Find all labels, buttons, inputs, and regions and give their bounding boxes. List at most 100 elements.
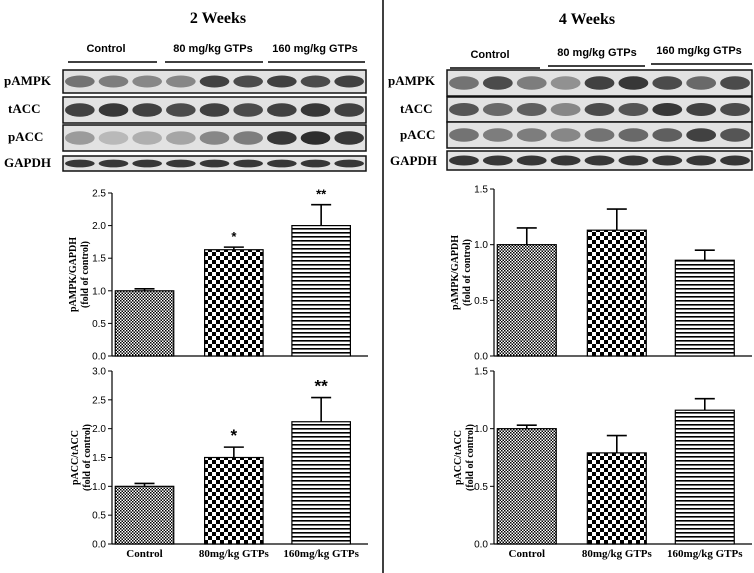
left-blot-pacc-band <box>98 131 129 145</box>
y-tick-label: 0.5 <box>92 319 106 330</box>
right-blot-tacc-band <box>618 103 649 116</box>
bar-chart-3: 0.0 0.5 1.0 1.5 pAMPK/GAPDH (fold of control) <box>450 185 752 363</box>
y-tick-label: 0.0 <box>474 352 488 363</box>
left-blot-pampk-band <box>233 75 263 88</box>
y-tick-label: 1.0 <box>474 240 488 251</box>
y-tick-label: 1.0 <box>92 286 106 297</box>
x-category-label: 80mg/kg GTPs <box>582 548 653 560</box>
left-blot-tacc-band <box>132 103 162 117</box>
right-blot-pacc-band <box>550 128 581 142</box>
bar-chart-2: 0.0 0.5 1.0 1.5 2.0 2.5 3.0 pACC/tACC (fold of c… <box>70 367 368 560</box>
y-axis-label: pAMPK/GAPDH <box>68 237 79 312</box>
y-axis-label: pAMPK/GAPDH <box>450 235 461 310</box>
right-group-160: 160 mg/kg GTPs <box>656 45 742 57</box>
right-blot-pacc-band <box>720 128 750 142</box>
right-blot-pampk-band <box>449 76 479 90</box>
y-tick-label: 0.5 <box>474 296 488 307</box>
bar-3 <box>291 225 351 357</box>
y-tick-label: 1.5 <box>92 453 106 464</box>
right-blot-pampk-band <box>652 76 683 90</box>
y-tick-label: 3.0 <box>92 367 106 378</box>
right-blot-tacc <box>446 96 753 123</box>
right-blot-gapdh-band <box>652 155 683 166</box>
x-category-label: Control <box>126 548 162 560</box>
y-axis-label: (fold of control) <box>82 424 93 491</box>
right-blot-label-gapdh: GAPDH <box>390 153 437 168</box>
right-blot-label-tacc: tACC <box>400 101 433 116</box>
y-axis-label: (fold of control) <box>80 241 91 308</box>
right-blot-tacc-band <box>550 103 581 116</box>
bar-chart-4: 0.0 0.5 1.0 1.5 pACC/tACC (fold of control) Co… <box>453 367 752 560</box>
bar-1 <box>496 244 557 357</box>
right-blot-pampk-band <box>482 76 513 90</box>
left-group-160: 160 mg/kg GTPs <box>272 43 358 55</box>
y-tick-label: 0.5 <box>92 511 106 522</box>
left-blot-pampk-band <box>98 75 129 88</box>
right-blot-pacc-band <box>584 128 615 142</box>
right-blot-pampk-band <box>618 76 649 90</box>
left-blot-pacc-band <box>267 131 297 145</box>
y-tick-label: 2.0 <box>92 221 106 232</box>
right-blot-gapdh-band <box>550 155 581 166</box>
right-blot-pacc-band <box>686 128 717 142</box>
left-group-control: Control <box>86 43 125 55</box>
right-blot-pacc-band <box>449 128 479 142</box>
bar-3 <box>674 409 735 545</box>
significance-mark: ** <box>316 187 327 202</box>
y-tick-label: 2.5 <box>92 395 106 406</box>
right-blot-gapdh <box>446 150 753 171</box>
left-blot-gapdh-band <box>334 159 364 168</box>
right-blot-pacc-band <box>652 128 683 142</box>
right-blot-label-pacc: pACC <box>400 127 435 142</box>
left-blot-tacc-band <box>166 103 196 117</box>
right-group-control: Control <box>470 49 509 61</box>
significance-mark: ** <box>315 377 329 396</box>
y-tick-label: 2.5 <box>92 189 106 200</box>
y-tick-label: 0.0 <box>92 352 106 363</box>
right-blot-tacc-band <box>584 103 615 116</box>
bar-chart-1: 0.0 0.5 1.0 1.5 2.0 2.5 pAMPK/GAPDH (fold of co… <box>68 187 368 363</box>
y-axis-label: pACC/tACC <box>453 430 464 485</box>
left-blot-gapdh-band <box>98 159 129 168</box>
left-blot-pacc-band <box>233 131 263 145</box>
left-blot-tacc-band <box>300 103 331 117</box>
left-blot-tacc-band <box>334 103 364 117</box>
x-category-label: 160mg/kg GTPs <box>283 548 359 560</box>
y-tick-label: 1.0 <box>474 424 488 435</box>
left-blot-pampk-band <box>267 75 297 88</box>
panel-title-4-weeks: 4 Weeks <box>559 11 615 28</box>
right-blot-gapdh-band <box>482 155 513 166</box>
left-blot-tacc-band <box>65 103 95 117</box>
right-blot-pampk-band <box>686 76 717 90</box>
right-blot-tacc-band <box>720 103 750 116</box>
left-blot-gapdh-band <box>199 159 230 168</box>
bar-1 <box>496 428 557 545</box>
right-group-80: 80 mg/kg GTPs <box>557 47 636 59</box>
left-blot-pacc <box>62 124 367 152</box>
right-blot-tacc-band <box>652 103 683 116</box>
bar-2 <box>586 229 647 357</box>
bar-2 <box>204 249 264 357</box>
left-blot-tacc-band <box>199 103 230 117</box>
bar-1 <box>114 290 175 357</box>
y-tick-label: 1.5 <box>474 367 488 378</box>
left-blot-gapdh-band <box>166 159 196 168</box>
right-blot-pacc-band <box>482 128 513 142</box>
right-blot-tacc-band <box>449 103 479 116</box>
x-category-label: 160mg/kg GTPs <box>667 548 743 560</box>
y-axis-label: pACC/tACC <box>70 430 81 485</box>
right-blot-gapdh-band <box>449 155 479 166</box>
left-group-80: 80 mg/kg GTPs <box>173 43 252 55</box>
right-blot-pampk-band <box>550 76 581 90</box>
bar-1 <box>114 485 175 545</box>
left-blot-label-gapdh: GAPDH <box>4 155 51 170</box>
right-blot-pampk <box>446 69 753 97</box>
left-blot-pacc-band <box>132 131 162 145</box>
y-tick-label: 0.0 <box>474 540 488 551</box>
right-blot-tacc-band <box>686 103 717 116</box>
right-blot-pampk-band <box>584 76 615 90</box>
left-blot-gapdh-band <box>233 159 263 168</box>
y-tick-label: 0.5 <box>474 482 488 493</box>
x-category-label: 80mg/kg GTPs <box>199 548 270 560</box>
